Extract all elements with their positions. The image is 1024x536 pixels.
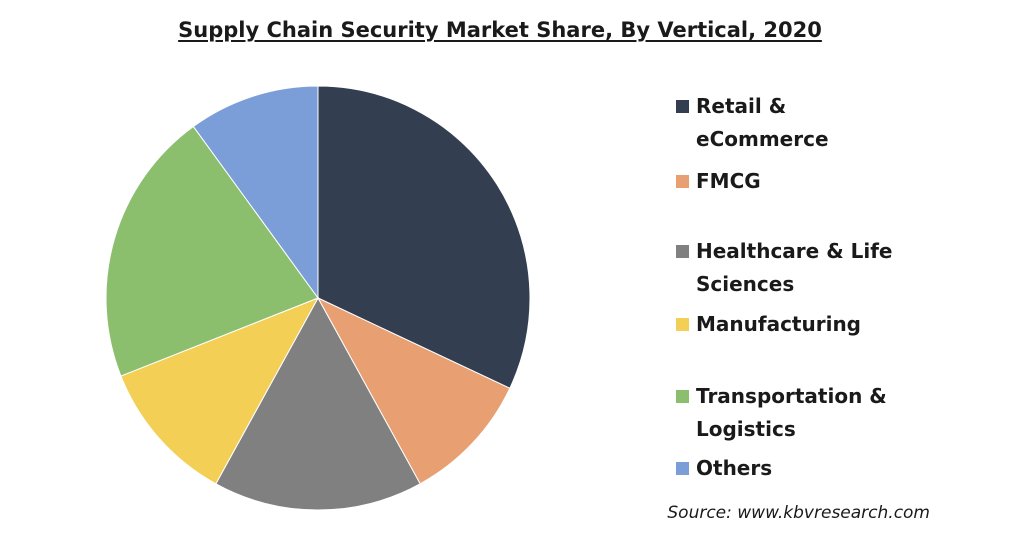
pie-slice-5 [192, 85, 319, 300]
source-note: Source: www.kbvresearch.com [667, 503, 930, 523]
legend-swatch [676, 462, 689, 475]
legend-label: Healthcare & Life Sciences [696, 239, 893, 296]
legend-label: FMCG [696, 169, 761, 193]
pie-slice-1 [316, 296, 511, 485]
legend-swatch [676, 245, 689, 258]
pie-slice-3 [120, 297, 320, 485]
legend-swatch [676, 390, 689, 403]
pie-slice-0 [317, 85, 531, 389]
legend-swatch [676, 100, 689, 113]
legend-label: Transportation & Logistics [696, 384, 887, 441]
pie-slice-2 [215, 296, 421, 511]
legend-label: Manufacturing [696, 312, 861, 336]
legend-swatch [676, 175, 689, 188]
legend-swatch [676, 318, 689, 331]
legend-label: Retail & eCommerce [696, 94, 829, 151]
chart-title: Supply Chain Security Market Share, By V… [178, 18, 822, 42]
legend-label: Others [696, 456, 773, 480]
pie-slice-4 [105, 125, 319, 377]
